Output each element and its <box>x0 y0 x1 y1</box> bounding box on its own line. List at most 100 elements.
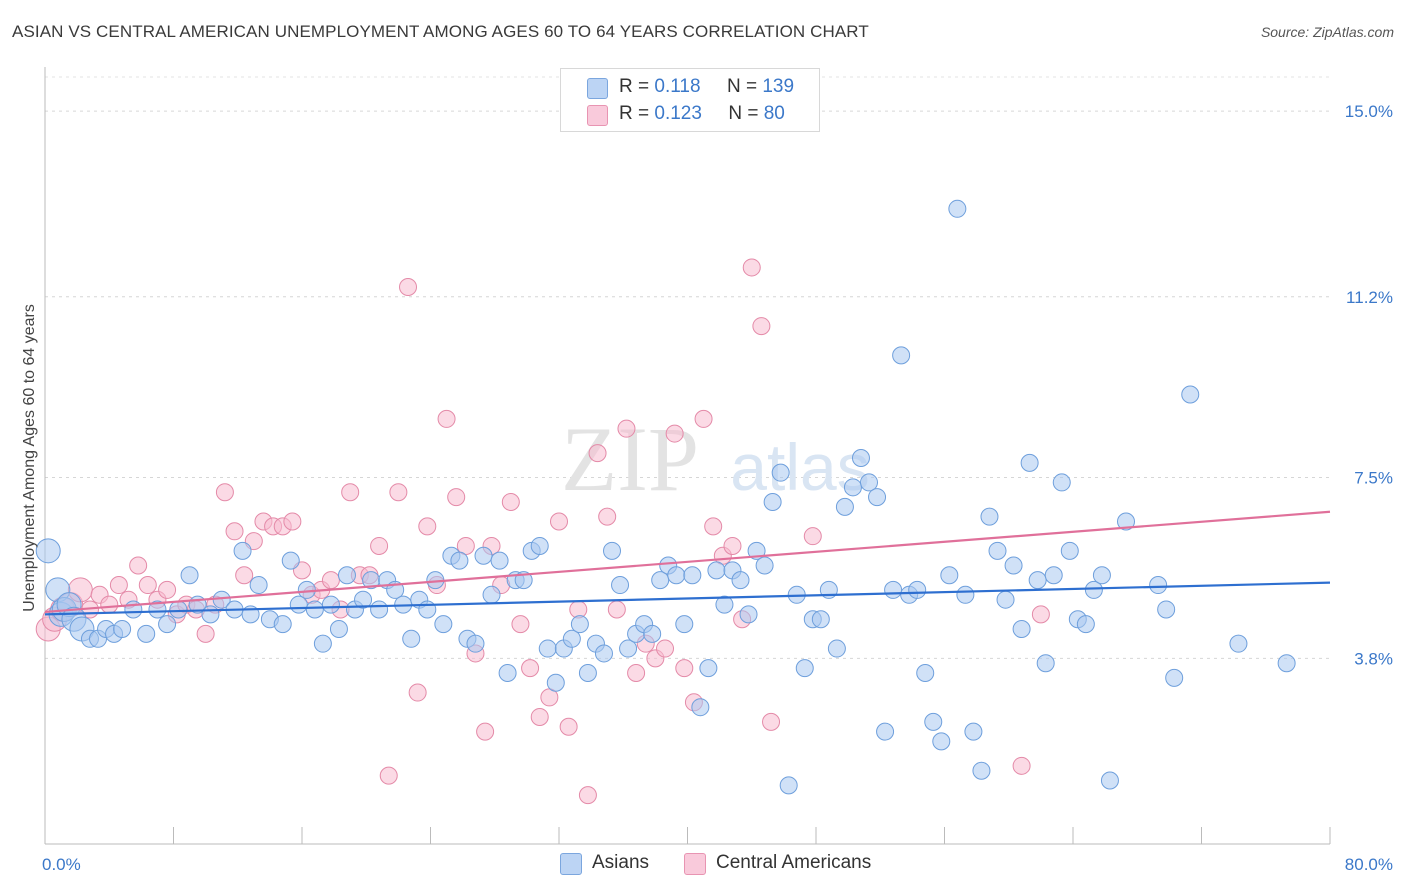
asians-point <box>354 590 373 609</box>
asians-point <box>956 585 975 604</box>
r-value-asians: 0.118 <box>654 76 701 97</box>
asians-point <box>466 634 485 653</box>
asians-point <box>835 497 854 516</box>
asians-point <box>1165 668 1184 687</box>
central-americans-point <box>225 522 244 541</box>
asians-point <box>763 492 782 511</box>
central-americans-point <box>408 683 427 702</box>
asians-point <box>860 473 879 492</box>
central-americans-point <box>501 492 520 511</box>
trend-lines <box>44 510 1331 616</box>
central-americans-point <box>379 766 398 785</box>
asians-point <box>755 556 774 575</box>
chart-title: ASIAN VS CENTRAL AMERICAN UNEMPLOYMENT A… <box>12 22 869 41</box>
asians-point <box>611 576 630 595</box>
asians-point <box>1117 512 1136 531</box>
x-tick-label: 80.0% <box>1345 855 1393 874</box>
asians-point <box>1012 620 1031 639</box>
asians-point <box>603 541 622 560</box>
asians-point <box>795 659 814 678</box>
asians-point <box>434 615 453 634</box>
asians-point <box>811 610 830 629</box>
asians-point <box>707 561 726 580</box>
central-americans-point <box>559 717 578 736</box>
central-americans-point <box>196 624 215 643</box>
r-value-central-americans: 0.123 <box>654 103 702 124</box>
central-americans-point <box>617 419 636 438</box>
asians-point <box>731 571 750 590</box>
asians-point <box>1020 453 1039 472</box>
asians-point <box>305 600 324 619</box>
asians-point <box>482 585 501 604</box>
asians-point <box>972 761 991 780</box>
asians-point <box>1100 771 1119 790</box>
asians-point <box>932 732 951 751</box>
watermark: ZIP atlas <box>561 408 870 510</box>
asians-point <box>651 571 670 590</box>
central-americans-point <box>476 722 495 741</box>
asians-point <box>843 478 862 497</box>
asians-point <box>1092 566 1111 585</box>
asians-point <box>988 541 1007 560</box>
y-tick-label: 3.8% <box>1354 649 1393 668</box>
asians-point <box>370 600 389 619</box>
y-tick-label: 7.5% <box>1354 469 1393 488</box>
asians-point <box>321 595 340 614</box>
central-americans-point <box>723 536 742 555</box>
asians-point <box>916 663 935 682</box>
asians-point <box>594 644 613 663</box>
asians-point <box>868 488 887 507</box>
asians-point <box>691 698 710 717</box>
asians-point <box>892 346 911 365</box>
central-americans-point <box>803 527 822 546</box>
central-americans-point <box>521 659 540 678</box>
tick-labels: 3.8% 7.5% 11.2% 15.0% 0.0% 80.0% <box>42 102 1393 874</box>
asians-point <box>490 551 509 570</box>
central-americans-point <box>389 483 408 502</box>
asians-point <box>1004 556 1023 575</box>
central-americans-point <box>1031 605 1050 624</box>
asians-point <box>1076 615 1095 634</box>
asians-point <box>996 590 1015 609</box>
asians-point <box>643 624 662 643</box>
stats-legend: R = 0.118 N = 139 R = 0.123 N = 80 <box>560 68 820 132</box>
asians-point <box>1060 541 1079 560</box>
asians-point <box>474 546 493 565</box>
central-americans-point <box>588 444 607 463</box>
central-americans-point <box>656 639 675 658</box>
central-americans-point <box>627 663 646 682</box>
central-americans-point <box>129 556 148 575</box>
asians-point <box>699 659 718 678</box>
r-label: R = <box>619 103 650 124</box>
asians-point <box>329 620 348 639</box>
y-tick-label: 15.0% <box>1345 102 1393 121</box>
asians-point <box>980 507 999 526</box>
legend-swatch-central-americans <box>684 853 706 875</box>
asians-point <box>158 615 177 634</box>
central-americans-point <box>138 576 157 595</box>
asians-point <box>779 776 798 795</box>
asians-point <box>851 449 870 467</box>
asians-point <box>1181 385 1200 404</box>
n-label: N = <box>728 103 759 124</box>
central-americans-point <box>530 707 549 726</box>
central-americans-point <box>1012 756 1031 775</box>
asians-point <box>201 605 220 624</box>
asians-point <box>884 580 903 599</box>
central-americans-point <box>215 483 234 502</box>
central-americans-point <box>704 517 723 536</box>
central-americans-point <box>578 786 597 805</box>
asians-point <box>137 624 156 643</box>
asians-point <box>578 663 597 682</box>
y-axis-label: Unemployment Among Ages 60 to 64 years <box>21 304 38 612</box>
source-attribution: Source: ZipAtlas.com <box>1260 24 1394 40</box>
central-americans-point <box>694 409 713 428</box>
asians-point <box>1052 473 1071 492</box>
asians-point <box>570 615 589 634</box>
asians-point <box>1229 634 1248 653</box>
asians-point <box>313 634 332 653</box>
asians-point <box>683 566 702 585</box>
axes <box>44 67 1331 845</box>
central-americans-trend-line <box>44 510 1331 614</box>
